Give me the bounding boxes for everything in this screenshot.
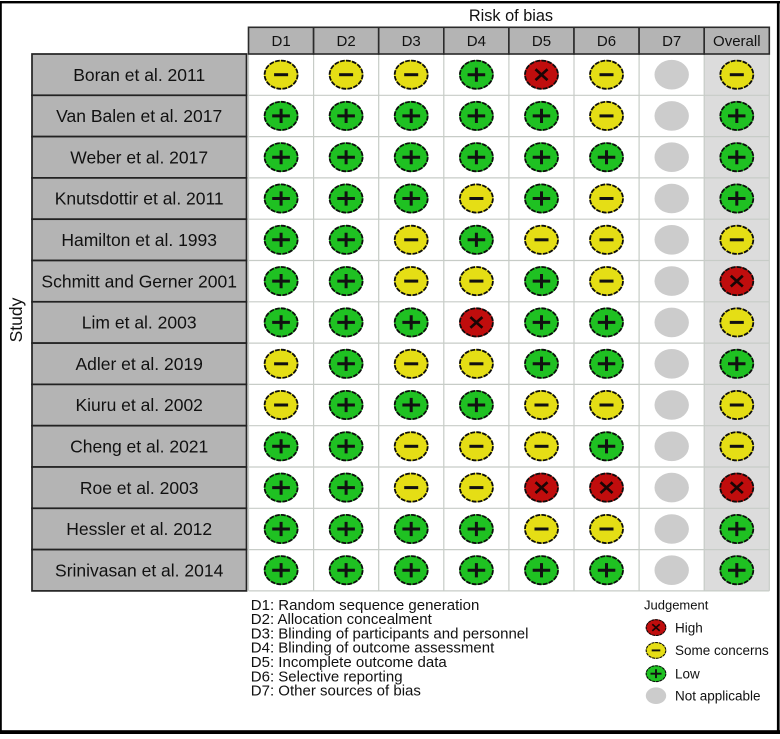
svg-text:High: High	[675, 620, 703, 635]
svg-text:Van Balen et al. 2017: Van Balen et al. 2017	[56, 106, 222, 126]
svg-text:Roe et al. 2003: Roe et al. 2003	[80, 478, 199, 498]
svg-text:Study: Study	[6, 297, 26, 342]
svg-text:Schmitt and Gerner 2001: Schmitt and Gerner 2001	[41, 271, 237, 291]
svg-text:D3: D3	[402, 33, 421, 50]
svg-text:Weber et al. 2017: Weber et al. 2017	[70, 147, 208, 167]
svg-text:Risk of bias: Risk of bias	[469, 7, 553, 25]
svg-text:D7: Other sources of bias: D7: Other sources of bias	[251, 683, 421, 700]
svg-text:D4: D4	[467, 33, 486, 50]
svg-text:Lim et al. 2003: Lim et al. 2003	[82, 313, 197, 333]
svg-text:Not applicable: Not applicable	[675, 688, 761, 703]
svg-text:D2: Allocation concealment: D2: Allocation concealment	[251, 611, 433, 628]
svg-text:D1: D1	[272, 33, 291, 50]
svg-text:Hamilton et al. 1993: Hamilton et al. 1993	[61, 230, 217, 250]
svg-text:Kiuru et al. 2002: Kiuru et al. 2002	[75, 395, 202, 415]
svg-text:D6: Selective reporting: D6: Selective reporting	[251, 668, 403, 685]
svg-text:Overall: Overall	[713, 33, 761, 50]
svg-text:Some concerns: Some concerns	[675, 643, 769, 658]
svg-text:D1: Random sequence generation: D1: Random sequence generation	[251, 597, 479, 614]
svg-text:D2: D2	[337, 33, 356, 50]
svg-text:Judgement: Judgement	[644, 598, 709, 613]
svg-text:D4: Blinding of outcome assess: D4: Blinding of outcome assessment	[251, 640, 495, 657]
svg-text:Low: Low	[675, 666, 700, 681]
svg-text:D5: D5	[532, 33, 551, 50]
svg-text:Knutsdottir et al. 2011: Knutsdottir et al. 2011	[55, 189, 224, 209]
svg-text:Cheng et al. 2021: Cheng et al. 2021	[70, 437, 208, 457]
svg-text:Hessler et al. 2012: Hessler et al. 2012	[66, 519, 212, 539]
svg-text:D7: D7	[662, 33, 681, 50]
svg-text:D6: D6	[597, 33, 616, 50]
svg-text:Boran et al. 2011: Boran et al. 2011	[73, 65, 205, 85]
svg-text:Srinivasan et al. 2014: Srinivasan et al. 2014	[55, 560, 224, 580]
svg-text:Adler et al. 2019: Adler et al. 2019	[75, 354, 202, 374]
svg-text:D5: Incomplete outcome data: D5: Incomplete outcome data	[251, 654, 448, 671]
svg-text:D3: Blinding of participants a: D3: Blinding of participants and personn…	[251, 625, 529, 642]
